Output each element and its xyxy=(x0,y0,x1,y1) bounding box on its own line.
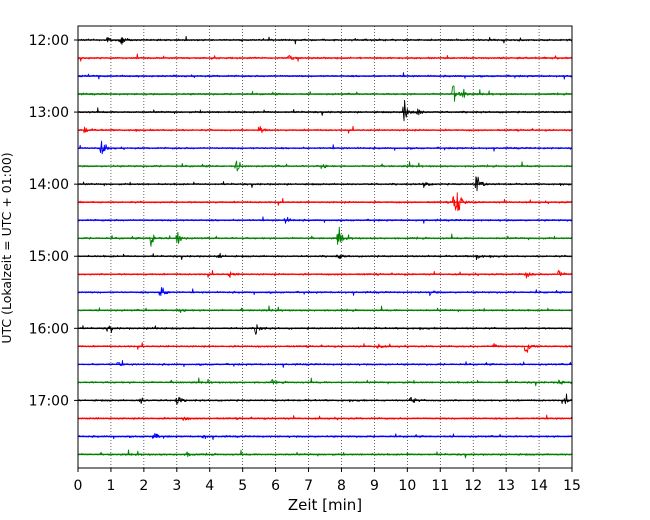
x-tick-label: 14 xyxy=(530,478,548,494)
x-tick-label: 3 xyxy=(172,478,181,494)
y-tick-label: 17:00 xyxy=(29,393,69,409)
x-tick-label: 1 xyxy=(106,478,115,494)
x-tick-label: 7 xyxy=(304,478,313,494)
y-axis-label: UTC (Lokalzeit = UTC + 01:00) xyxy=(0,152,14,343)
x-axis-ticks: 0 1 2 3 4 5 6 7 8 9 10 11 12 13 14 15 xyxy=(74,468,581,494)
x-tick-label: 15 xyxy=(563,478,581,494)
y-tick-label: 16:00 xyxy=(29,321,69,337)
x-tick-label: 12 xyxy=(464,478,482,494)
y-axis-ticks: 12:00 13:00 14:00 15:00 16:00 17:00 xyxy=(29,33,78,409)
x-tick-label: 13 xyxy=(497,478,515,494)
x-tick-label: 8 xyxy=(337,478,346,494)
x-tick-label: 0 xyxy=(74,478,83,494)
y-tick-label: 12:00 xyxy=(29,33,69,49)
x-tick-label: 11 xyxy=(431,478,449,494)
x-tick-label: 9 xyxy=(370,478,379,494)
trace-group xyxy=(77,35,573,459)
y-tick-label: 14:00 xyxy=(29,177,69,193)
x-tick-label: 10 xyxy=(398,478,416,494)
plot-background xyxy=(78,26,572,468)
y-tick-label: 13:00 xyxy=(29,105,69,121)
x-tick-label: 4 xyxy=(205,478,214,494)
x-tick-label: 6 xyxy=(271,478,280,494)
y-tick-label: 15:00 xyxy=(29,249,69,265)
plot-frame xyxy=(77,25,573,469)
x-axis-label: Zeit [min] xyxy=(288,496,362,514)
x-tick-label: 5 xyxy=(238,478,247,494)
x-tick-label: 2 xyxy=(139,478,148,494)
